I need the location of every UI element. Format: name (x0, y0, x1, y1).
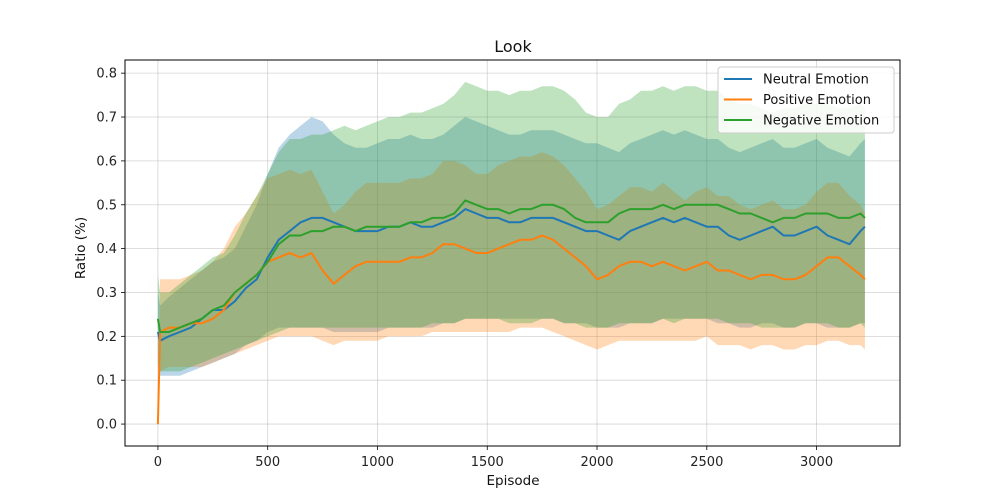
grid (125, 60, 900, 446)
legend: Neutral Emotion Positive Emotion Negative … (717, 66, 895, 134)
series-lines (156, 199, 866, 425)
y-tick-label: 0.7 (96, 111, 117, 126)
legend-label: Negative Emotion (763, 114, 879, 129)
legend-label: Positive Emotion (763, 93, 871, 108)
x-tick-label: 1500 (471, 455, 504, 470)
y-tick-label: 0.4 (96, 242, 117, 257)
x-axis-label: Episode (486, 473, 539, 489)
line-series-3 (156, 199, 866, 333)
y-tick-label: 0.3 (96, 286, 117, 301)
y-tick-label: 0.8 (96, 67, 117, 82)
axis-ticks: 0 500 1000 1500 2000 2500 3000 0.0 0.1 0.2 0.3 0.4 0… (96, 67, 833, 470)
plot-area (124, 59, 901, 447)
y-tick-label: 0.0 (96, 418, 117, 433)
band-series-1 (157, 117, 865, 376)
y-tick-label: 0.2 (96, 330, 117, 345)
y-tick-label: 0.5 (96, 198, 117, 213)
legend-box (717, 66, 895, 134)
legend-label: Neutral Emotion (763, 73, 869, 88)
line-series-1 (156, 208, 866, 342)
x-tick-label: 500 (255, 455, 280, 470)
x-tick-label: 0 (154, 455, 162, 470)
x-tick-label: 3000 (800, 455, 833, 470)
x-tick-label: 2500 (690, 455, 723, 470)
plot-frame (124, 59, 901, 447)
y-tick-label: 0.6 (96, 154, 117, 169)
x-tick-label: 2000 (580, 455, 613, 470)
chart-title: Look (494, 37, 532, 56)
band-series-3 (157, 81, 865, 372)
y-axis-label: Ratio (%) (73, 217, 89, 279)
x-tick-label: 1000 (361, 455, 394, 470)
confidence-bands (157, 81, 865, 425)
y-tick-label: 0.1 (96, 374, 117, 389)
